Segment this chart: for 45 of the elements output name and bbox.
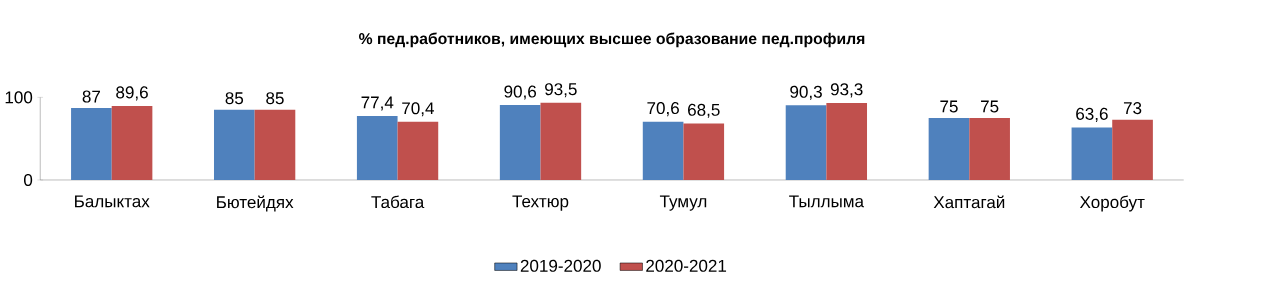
x-tick-label: Хоробут (1079, 195, 1145, 212)
bar (540, 102, 582, 180)
bar (397, 121, 439, 180)
data-label: 73 (1123, 102, 1142, 115)
data-label: 75 (940, 100, 958, 113)
data-label: 90,3 (790, 85, 822, 100)
data-label: 70,4 (402, 102, 434, 117)
bar (499, 105, 541, 180)
data-label: 93,5 (545, 83, 577, 98)
bar (111, 105, 153, 180)
data-label: 87 (82, 90, 100, 103)
bar (928, 118, 970, 180)
data-label: 90,6 (504, 85, 537, 100)
x-tick-label: Хаптагай (933, 195, 1005, 209)
data-label: 93,3 (830, 83, 863, 98)
y-tick-label: 100 (5, 91, 33, 104)
data-label: 70,6 (647, 102, 679, 117)
legend-label: 2020-2021 (646, 259, 727, 272)
x-tick-label: Тыллыма (789, 195, 865, 208)
y-tick-label: 0 (23, 173, 33, 186)
bar (642, 121, 684, 180)
bar (356, 116, 398, 180)
bar (213, 109, 255, 180)
data-label: 75 (981, 100, 999, 113)
bar (969, 118, 1010, 180)
x-tick-label: Бютейдях (217, 195, 294, 212)
data-label: 85 (266, 92, 284, 105)
bar (71, 108, 112, 180)
chart-title: % пед.работников, имеющих высшее образование пед.профиля (359, 32, 865, 48)
x-tick-label: Балыктах (75, 195, 150, 208)
data-label: 85 (225, 92, 244, 105)
bar (683, 123, 725, 180)
bar (826, 102, 868, 180)
bar (785, 105, 827, 180)
x-tick-label: Табага (371, 195, 425, 209)
x-tick-label: Техтюр (512, 195, 569, 211)
x-tick-label: Тумул (659, 195, 707, 211)
legend-label: 2019-2020 (520, 259, 601, 272)
data-label: 89,6 (116, 86, 148, 101)
bar (1071, 127, 1113, 180)
data-label: 63,6 (1076, 107, 1108, 122)
bar (1112, 119, 1153, 180)
bar (254, 109, 296, 180)
data-label: 77,4 (361, 96, 394, 111)
data-label: 68,5 (688, 103, 720, 118)
